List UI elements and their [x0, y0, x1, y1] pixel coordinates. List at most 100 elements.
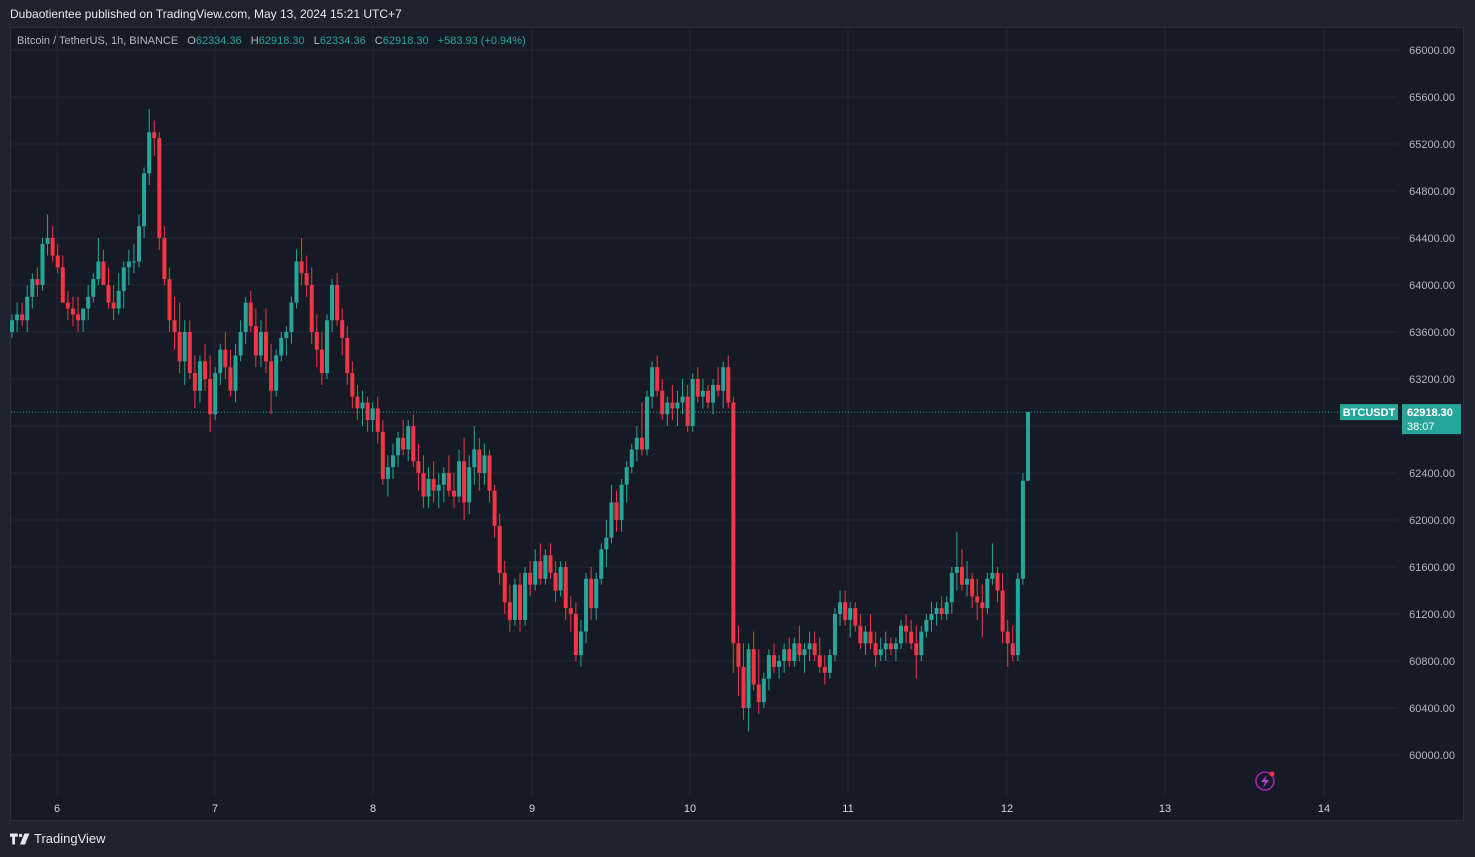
candle-down: [736, 643, 741, 667]
candle-up: [944, 602, 949, 614]
candle-down: [192, 373, 197, 391]
candle-up: [883, 643, 888, 650]
candle-up: [142, 173, 147, 227]
candle-up: [523, 572, 528, 620]
candle-up: [634, 437, 639, 450]
candle-down: [751, 649, 756, 685]
candle-down: [741, 666, 746, 708]
candle-down: [477, 449, 482, 473]
candle-down: [772, 655, 776, 667]
candle-up: [391, 455, 395, 468]
legend-open-value: 62334.36: [195, 35, 242, 47]
candle-up: [578, 631, 583, 656]
candle-up: [929, 614, 934, 620]
candle-up: [609, 502, 614, 538]
candle-down: [492, 490, 497, 526]
candle-up: [924, 619, 929, 632]
candle-down: [335, 285, 340, 321]
y-tick-label: 65200.00: [1409, 139, 1455, 151]
candle-down: [416, 461, 421, 473]
y-tick-label: 63200.00: [1409, 374, 1455, 386]
candle-up: [599, 549, 604, 579]
candle-up: [360, 402, 365, 409]
candle-up: [289, 302, 294, 332]
candle-up: [721, 367, 726, 391]
chart-frame[interactable]: [10, 27, 1464, 821]
candle-down: [655, 367, 660, 391]
candle-up: [543, 555, 548, 579]
y-tick-label: 61600.00: [1409, 562, 1455, 574]
candle-down: [309, 285, 314, 332]
footer-brand[interactable]: TradingView: [10, 831, 106, 846]
candle-down: [76, 314, 81, 321]
candle-down: [411, 426, 416, 462]
candle-down: [959, 567, 964, 585]
candle-down: [705, 390, 710, 403]
candle-up: [197, 361, 202, 391]
candle-up: [558, 567, 563, 591]
candle-up: [777, 661, 782, 667]
candle-down: [365, 402, 370, 421]
candle-up: [294, 261, 299, 303]
candle-up: [594, 578, 599, 609]
candle-down: [1005, 631, 1010, 644]
price-tag-value: 62918.30: [1407, 407, 1453, 419]
lightning-icon[interactable]: [1255, 771, 1275, 791]
x-tick-label: 6: [54, 803, 60, 815]
y-tick-label: 60400.00: [1409, 703, 1455, 715]
candle-down: [380, 431, 385, 479]
candle-up: [680, 396, 685, 403]
candle-down: [355, 396, 360, 409]
candle-up: [45, 238, 50, 244]
y-tick-label: 62000.00: [1409, 515, 1455, 527]
candle-up: [899, 625, 903, 644]
candle-up: [1026, 412, 1030, 481]
candle-down: [695, 379, 700, 397]
candle-up: [761, 678, 766, 703]
candle-down: [446, 473, 451, 491]
candle-up: [121, 267, 126, 291]
candle-down: [172, 320, 177, 332]
candle-up: [482, 455, 487, 473]
candle-down: [208, 379, 213, 415]
candle-down: [345, 337, 350, 374]
candle-down: [528, 572, 533, 585]
candle-up: [284, 332, 289, 338]
candle-up: [782, 649, 787, 661]
y-tick-label: 64400.00: [1409, 233, 1455, 245]
candle-down: [716, 384, 721, 391]
x-tick-label: 10: [684, 803, 696, 815]
y-tick-label: 63600.00: [1409, 327, 1455, 339]
x-tick-label: 9: [529, 803, 535, 815]
candle-up: [91, 279, 96, 297]
candle-down: [223, 349, 228, 368]
candle-up: [147, 132, 152, 174]
candle-up: [1015, 578, 1020, 656]
y-tick-label: 60000.00: [1409, 750, 1455, 762]
candle-down: [939, 608, 944, 614]
candle-down: [319, 349, 324, 374]
candle-down: [50, 238, 55, 256]
candle-up: [1020, 480, 1025, 579]
candle-up: [10, 320, 14, 332]
candle-up: [238, 332, 243, 356]
candle-down: [253, 326, 258, 356]
candle-down: [995, 572, 1000, 591]
candle-up: [86, 296, 91, 309]
candle-down: [563, 567, 568, 609]
y-tick-label: 64800.00: [1409, 186, 1455, 198]
candle-down: [162, 238, 167, 280]
candle-up: [81, 308, 86, 321]
candle-up: [838, 602, 843, 614]
candle-up: [792, 643, 797, 661]
candle-down: [167, 279, 172, 321]
candle-down: [639, 437, 644, 450]
publisher-line: Dubaotientee published on TradingView.co…: [10, 7, 402, 21]
candle-down: [1010, 643, 1015, 656]
candle-down: [812, 643, 817, 656]
candle-down: [1000, 590, 1005, 632]
candle-down: [187, 332, 192, 374]
candle-down: [822, 666, 827, 673]
candle-up: [802, 649, 807, 656]
